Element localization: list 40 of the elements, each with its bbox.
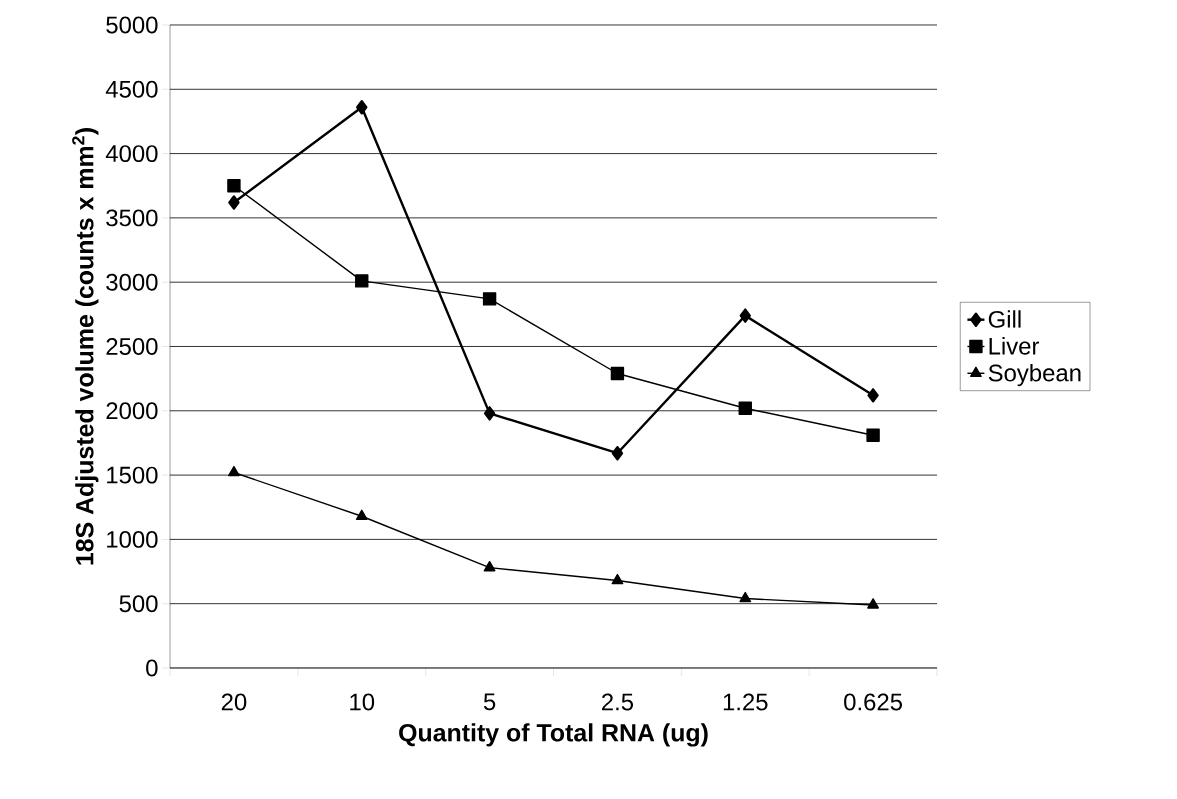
y-tick-label: 0 bbox=[146, 659, 158, 677]
y-tick-label: 4000 bbox=[105, 145, 158, 163]
legend-label: Liver bbox=[989, 337, 1040, 355]
y-tick-label: 2500 bbox=[106, 338, 158, 355]
y-tick-label: 3000 bbox=[106, 273, 158, 291]
x-tick-label: 5 bbox=[483, 693, 496, 711]
point bbox=[866, 428, 880, 442]
x-tick-label: 10 bbox=[350, 693, 375, 711]
point bbox=[739, 591, 752, 603]
x-tick-label: 0.625 bbox=[844, 693, 903, 711]
y-tick-label: 1000 bbox=[107, 530, 158, 548]
point bbox=[355, 274, 369, 288]
x-tick-label: 20 bbox=[221, 693, 247, 711]
y-axis-title: 18S Adjusted volume (counts x mm$^{2}$) bbox=[72, 128, 99, 565]
x-tick-label: 2.5 bbox=[602, 693, 634, 711]
point bbox=[482, 292, 497, 306]
point bbox=[228, 195, 240, 210]
point bbox=[355, 509, 368, 520]
y-tick-label: 5000 bbox=[106, 16, 158, 34]
y-tick-label: 500 bbox=[119, 595, 158, 613]
point bbox=[738, 401, 752, 415]
legend-label: Soybean bbox=[988, 363, 1081, 387]
point bbox=[867, 388, 879, 403]
point bbox=[611, 573, 624, 585]
point bbox=[228, 465, 240, 477]
point bbox=[356, 100, 368, 115]
point bbox=[867, 598, 879, 609]
point bbox=[483, 560, 496, 572]
point bbox=[610, 366, 625, 381]
y-tick-label: 3500 bbox=[106, 209, 158, 227]
y-tick-label: 4500 bbox=[105, 80, 158, 98]
point bbox=[611, 446, 624, 461]
point bbox=[739, 308, 751, 323]
point bbox=[483, 406, 496, 421]
y-tick-label: 2000 bbox=[106, 402, 158, 420]
x-tick-label: 1.25 bbox=[723, 693, 768, 711]
point bbox=[227, 179, 241, 193]
legend-label: Gill bbox=[988, 310, 1021, 328]
x-axis-title: Quantity of Total RNA (ug) bbox=[399, 723, 708, 747]
y-tick-label: 1500 bbox=[107, 466, 158, 484]
